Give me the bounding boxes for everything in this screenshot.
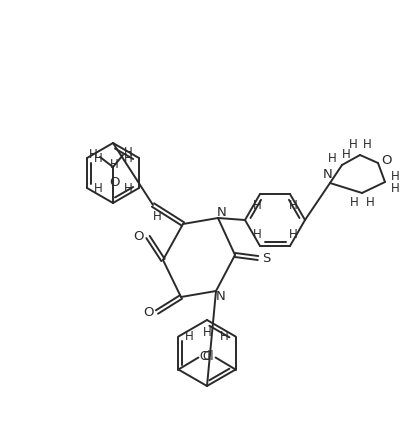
Text: H: H bbox=[390, 169, 399, 183]
Text: O: O bbox=[143, 306, 153, 319]
Text: O: O bbox=[382, 154, 392, 168]
Text: H: H bbox=[328, 152, 336, 164]
Text: N: N bbox=[217, 206, 227, 218]
Text: N: N bbox=[216, 291, 226, 303]
Text: H: H bbox=[89, 147, 98, 161]
Text: Cl: Cl bbox=[203, 350, 214, 363]
Text: H: H bbox=[94, 182, 102, 194]
Text: N: N bbox=[323, 168, 333, 180]
Text: H: H bbox=[366, 197, 375, 209]
Text: H: H bbox=[341, 149, 350, 161]
Text: H: H bbox=[390, 182, 399, 194]
Text: H: H bbox=[363, 138, 371, 152]
Text: Cl: Cl bbox=[200, 350, 211, 363]
Text: H: H bbox=[253, 228, 262, 242]
Text: H: H bbox=[348, 138, 357, 152]
Text: H: H bbox=[124, 182, 132, 194]
Text: O: O bbox=[134, 229, 144, 243]
Text: H: H bbox=[288, 228, 297, 242]
Text: H: H bbox=[203, 325, 211, 339]
Text: S: S bbox=[262, 251, 270, 265]
Text: H: H bbox=[153, 209, 162, 223]
Text: H: H bbox=[253, 198, 262, 212]
Text: H: H bbox=[185, 330, 194, 343]
Text: H: H bbox=[288, 198, 297, 212]
Text: H: H bbox=[350, 197, 358, 209]
Text: O: O bbox=[109, 176, 119, 190]
Text: H: H bbox=[94, 152, 102, 164]
Text: H: H bbox=[110, 157, 118, 171]
Text: H: H bbox=[124, 152, 132, 164]
Text: H: H bbox=[220, 330, 229, 343]
Text: H: H bbox=[124, 146, 132, 158]
